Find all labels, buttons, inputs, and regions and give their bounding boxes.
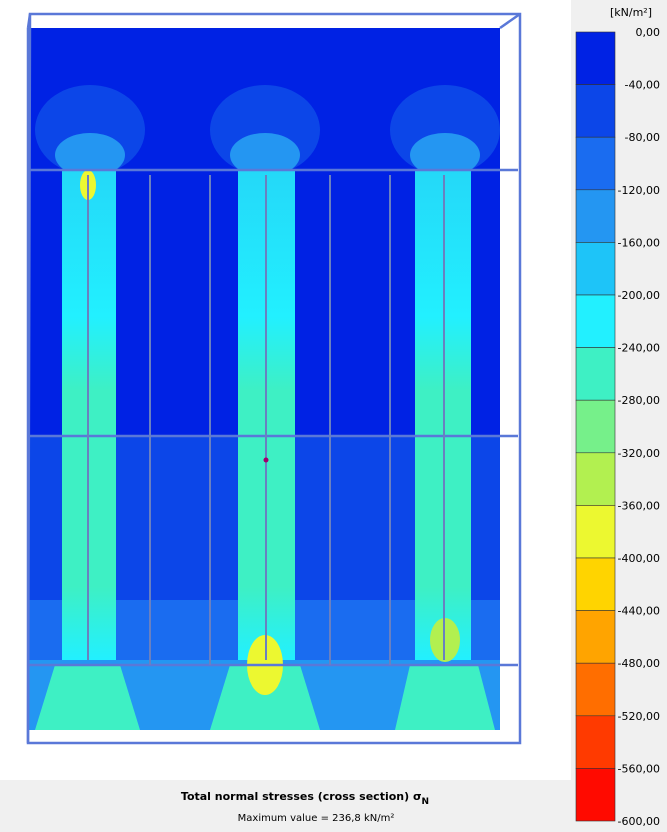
legend-label: -240,00 bbox=[618, 342, 660, 355]
wireframe bbox=[26, 12, 522, 745]
caption-panel bbox=[0, 780, 571, 832]
legend-band bbox=[575, 242, 616, 296]
legend-band bbox=[575, 768, 616, 822]
legend-label: -40,00 bbox=[625, 79, 660, 92]
legend-label: -560,00 bbox=[618, 762, 660, 775]
legend-label: -280,00 bbox=[618, 394, 660, 407]
legend-label: 0,00 bbox=[636, 26, 661, 39]
legend-band bbox=[575, 136, 616, 191]
marker bbox=[263, 457, 269, 463]
contour bbox=[28, 28, 500, 730]
legend-label: -400,00 bbox=[618, 552, 660, 565]
legend-label: -200,00 bbox=[618, 289, 660, 302]
legend-band bbox=[575, 84, 616, 138]
legend-label: -520,00 bbox=[618, 710, 660, 723]
legend-band bbox=[575, 662, 616, 717]
legend-band bbox=[575, 189, 616, 243]
legend-label: -480,00 bbox=[618, 657, 660, 670]
legend-label: -120,00 bbox=[618, 184, 660, 197]
legend-label: -600,00 bbox=[618, 815, 660, 828]
legend-label: -440,00 bbox=[618, 605, 660, 618]
legend-band bbox=[575, 557, 616, 611]
legend-band bbox=[575, 294, 616, 348]
caption-title: Total normal stresses (cross section) σN bbox=[181, 790, 429, 807]
legend-band bbox=[575, 715, 616, 769]
legend-band bbox=[575, 31, 616, 85]
legend: [kN/m²] 0,00 -40,00 -80,00 -120,00 -160,00 -2… bbox=[575, 6, 661, 828]
legend-band bbox=[575, 610, 616, 664]
caption-subscript: N bbox=[422, 797, 430, 807]
legend-band bbox=[575, 347, 616, 401]
legend-band bbox=[575, 452, 616, 506]
legend-label: -80,00 bbox=[625, 131, 660, 144]
legend-unit: [kN/m²] bbox=[610, 6, 652, 19]
legend-label: -360,00 bbox=[618, 499, 660, 512]
caption-title-text: Total normal stresses (cross section) σ bbox=[181, 790, 422, 803]
wireframe-verticals bbox=[87, 175, 445, 665]
legend-label: -160,00 bbox=[618, 236, 660, 249]
legend-band bbox=[575, 399, 616, 454]
legend-label: -320,00 bbox=[618, 447, 660, 460]
legend-band bbox=[575, 505, 616, 559]
caption-max-value: Maximum value = 236,8 kN/m² bbox=[238, 813, 395, 824]
